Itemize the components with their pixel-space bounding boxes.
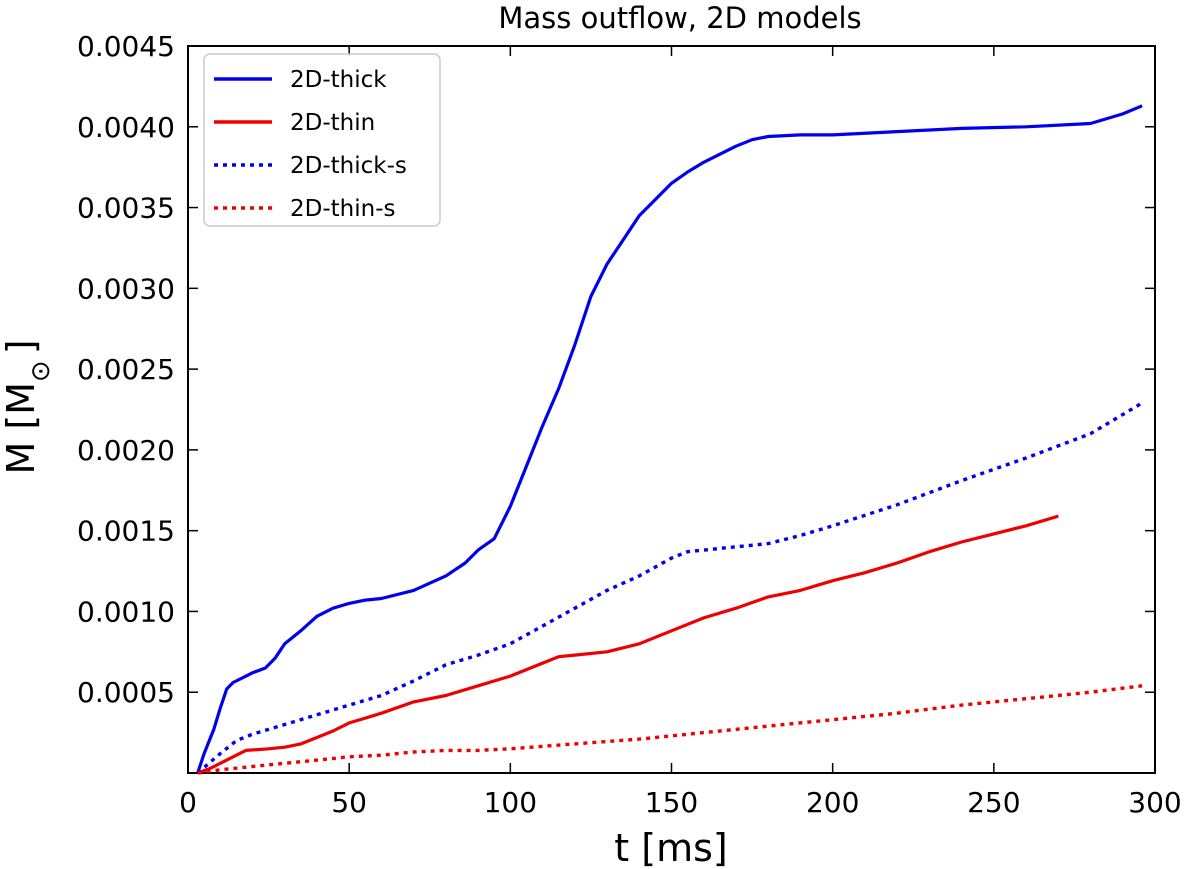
legend-label-2D-thick: 2D-thick xyxy=(290,67,387,93)
ticks-layer: 0 50 100 150 200 250 300 0.0005 0.0010 0.0015 0.00… xyxy=(77,30,1182,819)
legend-label-2D-thick-s: 2D-thick-s xyxy=(290,153,407,179)
legend-box xyxy=(203,53,441,227)
y-axis-title-close: ] xyxy=(0,339,43,354)
y-tick-label: 0.0045 xyxy=(77,30,175,63)
y-tick-label: 0.0020 xyxy=(77,434,175,467)
x-tick-label: 250 xyxy=(967,786,1020,819)
x-axis-title: t [ms] xyxy=(614,826,727,869)
legend-label-2D-thin-s: 2D-thin-s xyxy=(290,196,396,222)
x-tick-label: 100 xyxy=(484,786,537,819)
series-line-2D-thick xyxy=(196,104,1143,774)
series-line-2D-thick-s xyxy=(196,401,1143,775)
y-axis-title-main: M [M xyxy=(0,382,43,474)
x-tick-label: 0 xyxy=(179,786,197,819)
y-tick-label: 0.0030 xyxy=(77,272,175,305)
y-tick-label: 0.0015 xyxy=(77,515,175,548)
chart-title: Mass outflow, 2D models xyxy=(498,1,861,35)
series-layer xyxy=(196,104,1143,775)
legend: 2D-thick 2D-thin 2D-thick-s 2D-thin-s xyxy=(203,53,441,227)
series-line-2D-thin xyxy=(197,514,1059,775)
y-tick-label: 0.0005 xyxy=(77,676,175,709)
y-tick-label: 0.0010 xyxy=(77,595,175,628)
y-axis-title-sun-symbol: ⊙ xyxy=(26,360,56,382)
y-tick-label: 0.0035 xyxy=(77,192,175,225)
y-tick-label: 0.0040 xyxy=(77,111,175,144)
y-tick-label: 0.0025 xyxy=(77,353,175,386)
x-tick-label: 300 xyxy=(1128,786,1181,819)
y-axis-title: M [M⊙] xyxy=(0,339,56,474)
x-tick-label: 200 xyxy=(806,786,859,819)
legend-label-2D-thin: 2D-thin xyxy=(290,110,375,136)
x-tick-label: 50 xyxy=(331,786,367,819)
x-tick-label: 150 xyxy=(645,786,698,819)
